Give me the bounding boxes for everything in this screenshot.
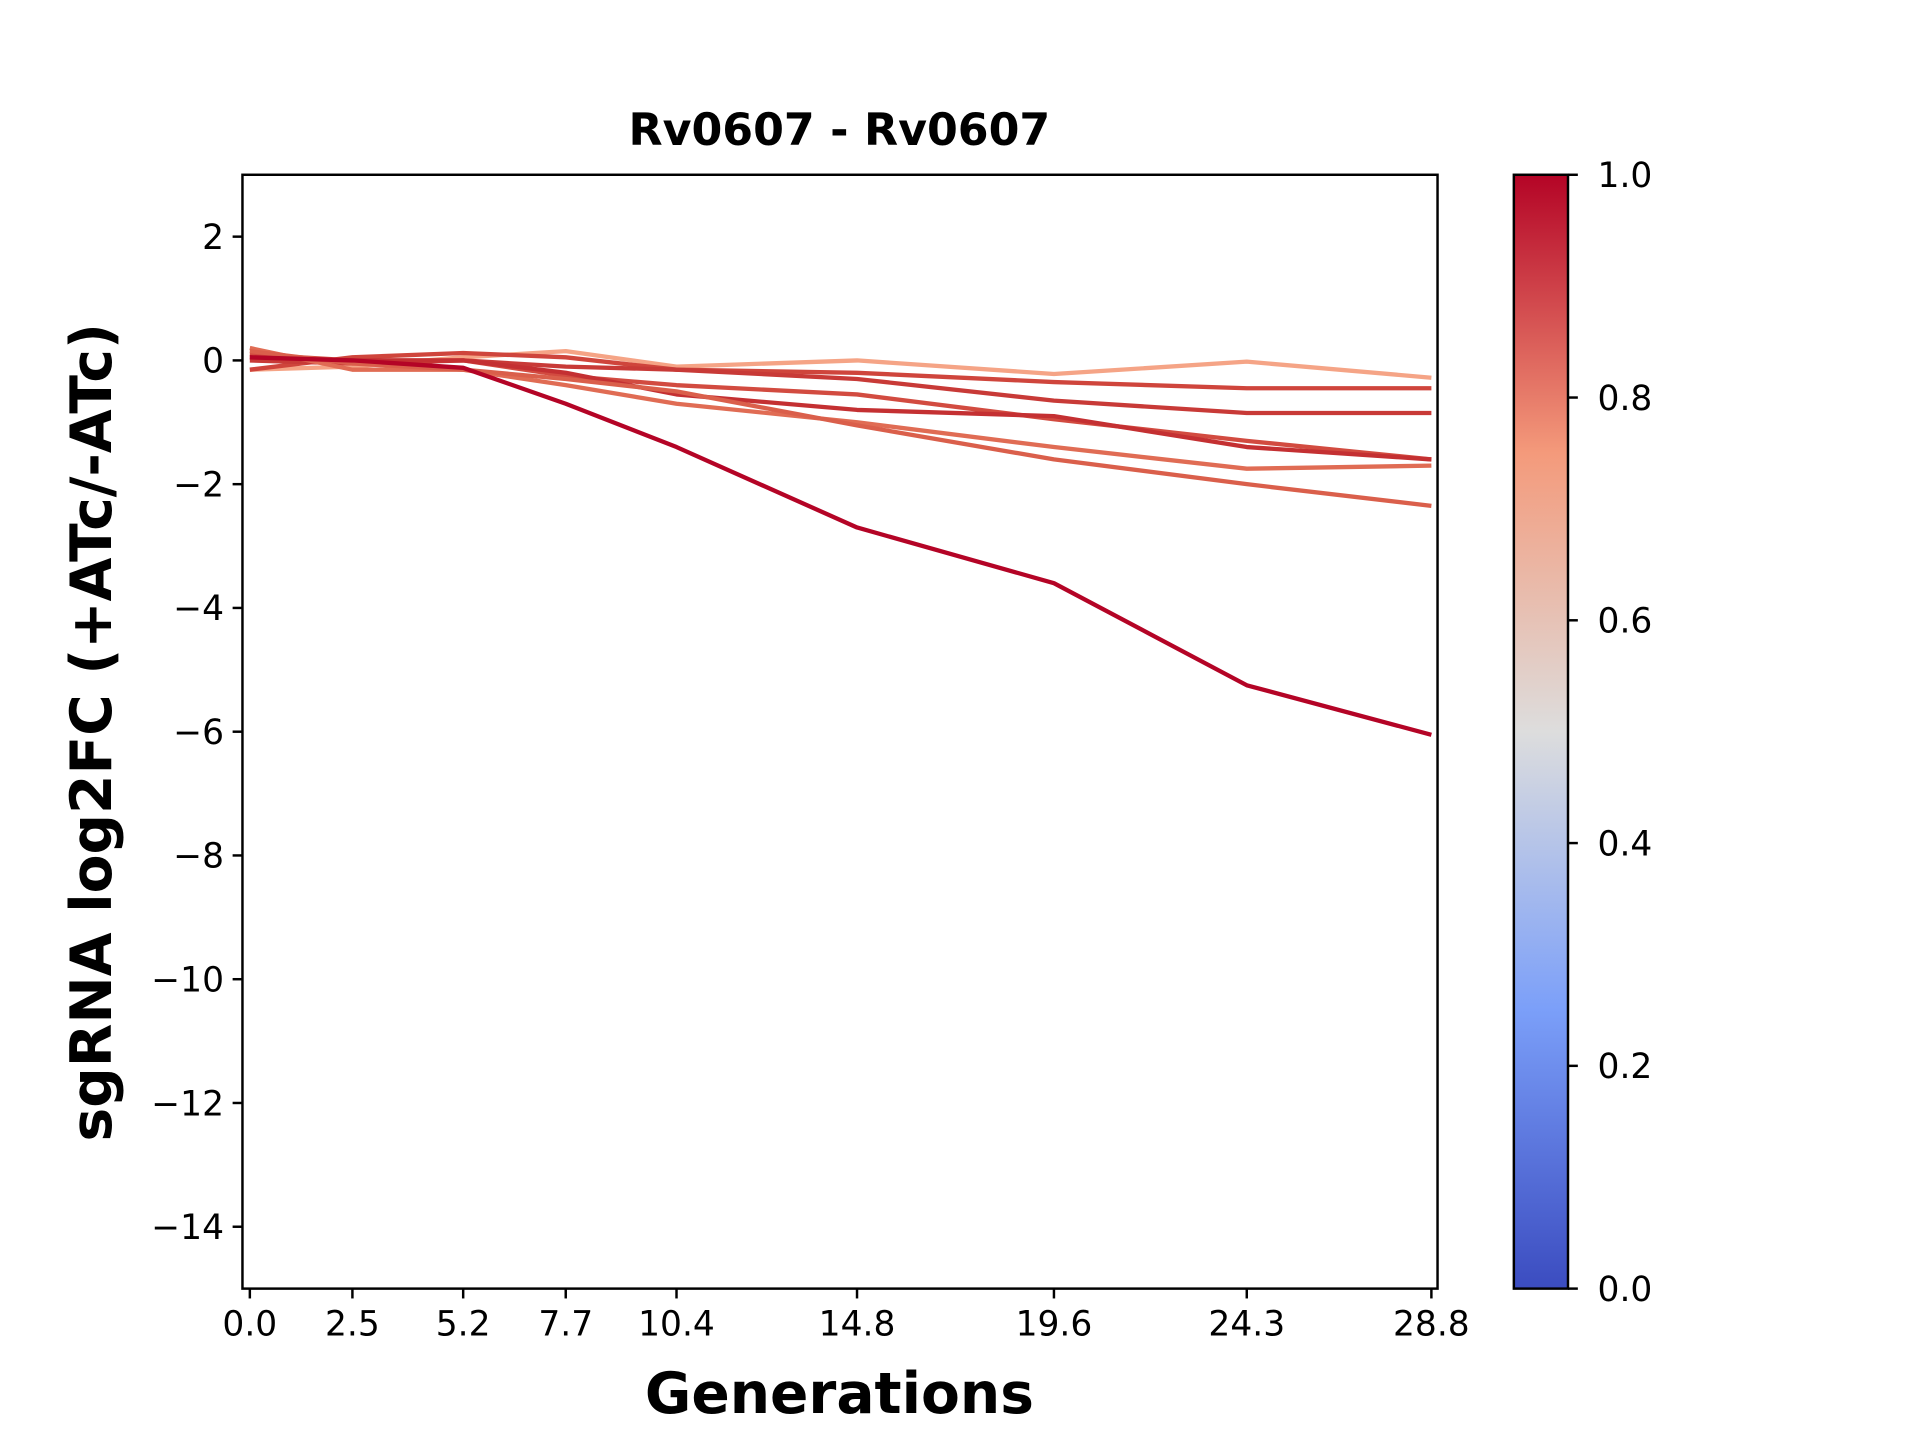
colorbar-axis: 0.0 0.2 0.4 0.6 0.8 1.0 [1568,156,1652,1310]
y-tick-label: −12 [151,1084,224,1124]
colorbar-tick-label: 0.2 [1598,1047,1653,1087]
x-tick-label: 19.6 [1016,1304,1093,1344]
series-line-6 [249,345,1432,471]
y-tick-label: −6 [173,713,224,753]
chart-title: Rv0607 - Rv0607 [628,105,1050,156]
y-axis: 2 0 −2 −4 −6 −8 −10 −12 −14 [151,218,243,1248]
x-tick-label: 28.8 [1393,1304,1470,1344]
y-tick-label: −4 [173,589,224,629]
colorbar-tick-label: 0.0 [1598,1270,1653,1310]
colorbar-tick-label: 0.4 [1598,824,1653,864]
colorbar [1512,173,1570,1290]
x-tick-label: 0.0 [222,1304,277,1344]
colorbar-tick-label: 1.0 [1598,156,1653,196]
series-group [249,345,1432,737]
x-axis: 0.0 2.5 5.2 7.7 10.4 14.8 19.6 24.3 28.8 [222,1288,1470,1344]
y-tick-label: −2 [173,465,224,505]
x-tick-label: 2.5 [325,1304,380,1344]
y-tick-label: 0 [202,342,224,382]
x-tick-label: 10.4 [638,1304,715,1344]
x-tick-label: 5.2 [436,1304,491,1344]
series-line-7 [249,348,1432,508]
x-tick-label: 24.3 [1208,1304,1285,1344]
y-axis-label: sgRNA log2FC (+ATc/-ATc) [59,323,125,1141]
plot-frame [241,173,1439,1290]
series-line-5 [249,355,1432,462]
x-tick-label: 7.7 [538,1304,593,1344]
x-axis-label: Generations [645,1361,1034,1427]
x-tick-label: 14.8 [819,1304,896,1344]
y-tick-label: −14 [151,1208,224,1248]
colorbar-tick-label: 0.6 [1598,602,1653,642]
y-tick-label: −8 [173,837,224,877]
y-tick-label: −10 [151,961,224,1001]
colorbar-tick-label: 0.8 [1598,379,1653,419]
y-tick-label: 2 [202,218,224,258]
series-line-8 [249,355,1432,737]
